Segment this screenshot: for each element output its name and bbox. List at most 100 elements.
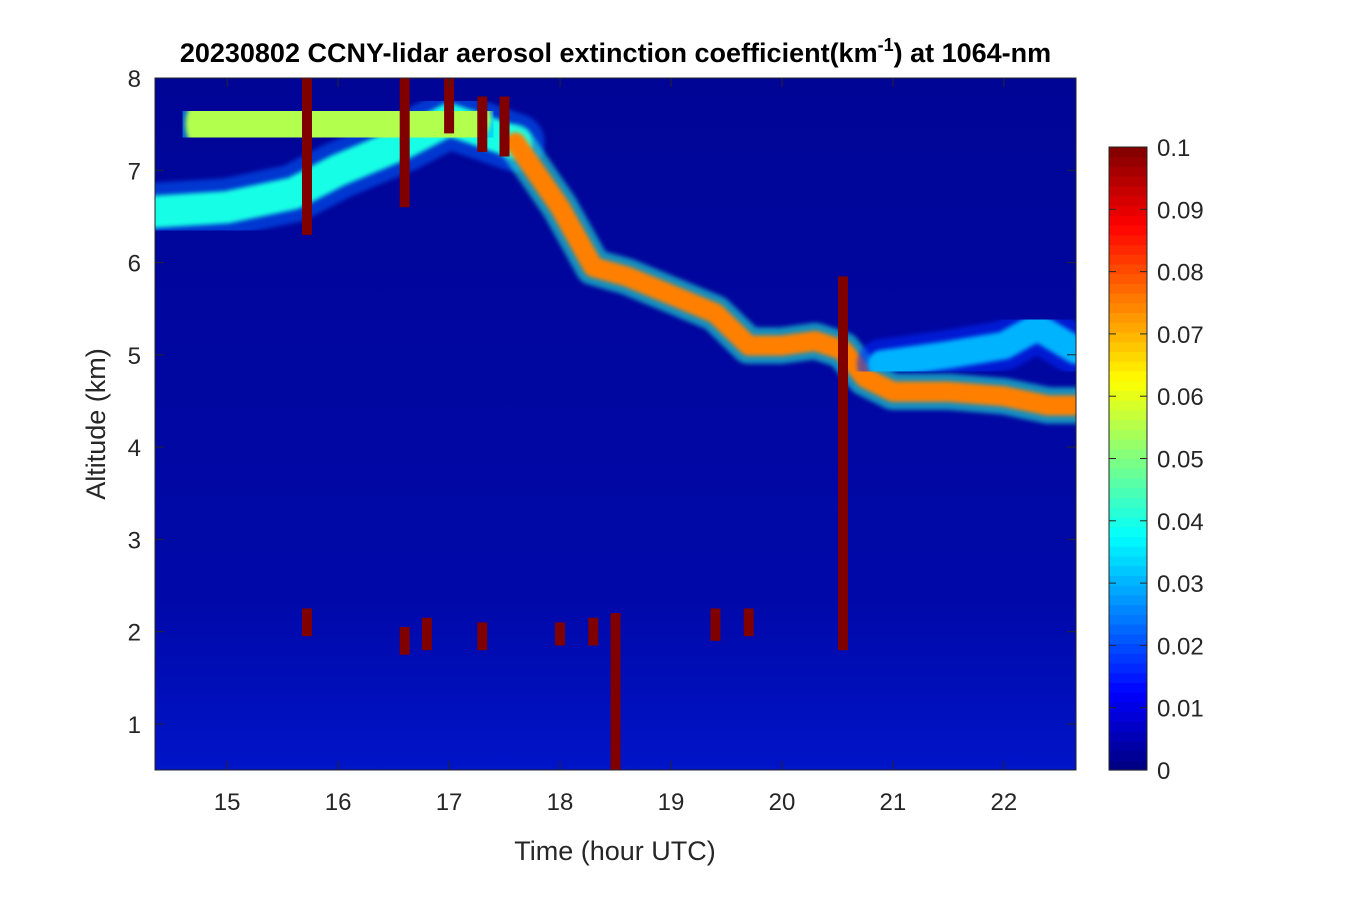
colorbar-tick-label: 0.07: [1157, 322, 1204, 349]
plot-frame: [154, 77, 1077, 771]
colorbar-segment: [1109, 536, 1147, 547]
colorbar-segment: [1109, 623, 1147, 635]
colorbar-segment: [1109, 555, 1147, 567]
colorbar-tick-label: 0.03: [1157, 571, 1204, 598]
colorbar-tick-label: 0: [1157, 758, 1170, 785]
colorbar-segment: [1109, 614, 1147, 625]
colorbar-segment: [1109, 565, 1147, 576]
column-6: [302, 608, 312, 637]
colorbar-segment: [1109, 448, 1147, 460]
column-15: [838, 276, 848, 651]
y-tick-label: 2: [128, 620, 141, 647]
colorbar-tick-label: 0.1: [1157, 135, 1190, 162]
colorbar-segment: [1109, 400, 1147, 411]
colorbar-segment: [1109, 429, 1147, 440]
y-tick-label: 6: [128, 251, 141, 278]
y-tick-label: 7: [128, 158, 141, 185]
column-11: [588, 617, 599, 646]
colorbar-segment: [1109, 302, 1147, 314]
colorbar-segment: [1109, 575, 1147, 586]
x-tick-label: 17: [436, 789, 463, 816]
x-tick-label: 16: [325, 789, 352, 816]
colorbar-segment: [1109, 224, 1147, 236]
colorbar-segment: [1109, 458, 1147, 469]
colorbar-segment: [1109, 594, 1147, 606]
colorbar-segment: [1109, 283, 1147, 294]
colorbar-tick-label: 0.09: [1157, 197, 1204, 224]
colorbar-segment: [1109, 176, 1147, 187]
colorbar-segment: [1109, 409, 1147, 421]
column-7: [399, 627, 410, 655]
colorbar-segment: [1109, 487, 1147, 499]
y-axis-label: Altitude (km): [81, 348, 111, 500]
column-4: [477, 96, 488, 152]
x-tick-label: 18: [547, 789, 574, 816]
colorbar-segment: [1109, 254, 1147, 265]
y-axis: 1 2 3 4 5 6 7 8: [128, 66, 1076, 739]
colorbar-tick-label: 0.01: [1157, 696, 1204, 723]
colorbar-segment: [1109, 370, 1147, 382]
colorbar-segment: [1109, 740, 1147, 752]
colorbar-segment: [1109, 643, 1147, 654]
colorbar-segment: [1109, 263, 1147, 275]
column-12: [610, 613, 621, 770]
colorbar-segment: [1109, 604, 1147, 615]
colorbar-segment: [1109, 721, 1147, 732]
colorbar-segment: [1109, 682, 1147, 693]
chart-title-suffix: ) at 1064-nm: [893, 38, 1052, 68]
colorbar-segment: [1109, 711, 1147, 722]
colorbar-segment: [1109, 273, 1147, 284]
layer-4: [867, 313, 1076, 378]
y-tick-label: 5: [128, 343, 141, 370]
colorbar-segment: [1109, 662, 1147, 674]
column-9: [477, 622, 488, 651]
colorbar-segment: [1109, 750, 1147, 761]
column-5: [499, 96, 510, 157]
colorbar-segment: [1109, 215, 1147, 226]
colorbar-segment: [1109, 322, 1147, 333]
colorbar-segment: [1109, 497, 1147, 508]
colorbar-segment: [1109, 585, 1147, 596]
colorbar-segment: [1109, 234, 1147, 245]
colorbar-segment: [1109, 244, 1147, 255]
colorbar-segment: [1109, 516, 1147, 528]
x-tick-label: 19: [658, 789, 685, 816]
colorbar-segment: [1109, 419, 1147, 430]
column-13: [710, 608, 721, 641]
chart-title-superscript: -1: [877, 35, 894, 55]
column-1: [302, 78, 312, 235]
column-2: [399, 78, 410, 208]
colorbar-segment: [1109, 653, 1147, 664]
colorbar-segment: [1109, 361, 1147, 372]
colorbar-tick-label: 0.05: [1157, 447, 1204, 474]
colorbar-tick-label: 0.06: [1157, 384, 1204, 411]
colorbar-tick-label: 0.04: [1157, 509, 1204, 536]
colorbar-segment: [1109, 507, 1147, 518]
chart-title: 20230802 CCNY-lidar aerosol extinction c…: [0, 35, 1231, 69]
colorbar: 0 0.01 0.02 0.03 0.04 0.05 0.06 0.07 0.08 0.09 0.1: [1108, 135, 1204, 785]
colorbar-segment: [1109, 195, 1147, 206]
column-3: [444, 78, 455, 134]
layer-3: [505, 132, 1076, 416]
colorbar-tick-label: 0.08: [1157, 260, 1204, 287]
colorbar-segment: [1109, 351, 1147, 362]
colorbar-segment: [1109, 439, 1147, 450]
heatmap-columns: [302, 78, 848, 770]
colorbar-tick-label: 0.02: [1157, 633, 1204, 660]
column-14: [743, 608, 754, 637]
layer-2: [185, 78, 491, 175]
heatmap-area: [155, 78, 1076, 770]
y-tick-label: 8: [128, 66, 141, 93]
x-axis: 15 16 17 18 19 20 21 22: [214, 78, 1017, 816]
colorbar-segment: [1109, 477, 1147, 489]
x-tick-label: 22: [991, 789, 1018, 816]
colorbar-segment: [1109, 156, 1147, 168]
x-tick-label: 20: [769, 789, 796, 816]
y-tick-label: 1: [128, 712, 141, 739]
x-tick-label: 21: [880, 789, 907, 816]
colorbar-segment: [1109, 331, 1147, 343]
colorbar-segment: [1109, 341, 1147, 353]
chart-title-prefix: 20230802 CCNY-lidar aerosol extinction c…: [179, 38, 878, 68]
